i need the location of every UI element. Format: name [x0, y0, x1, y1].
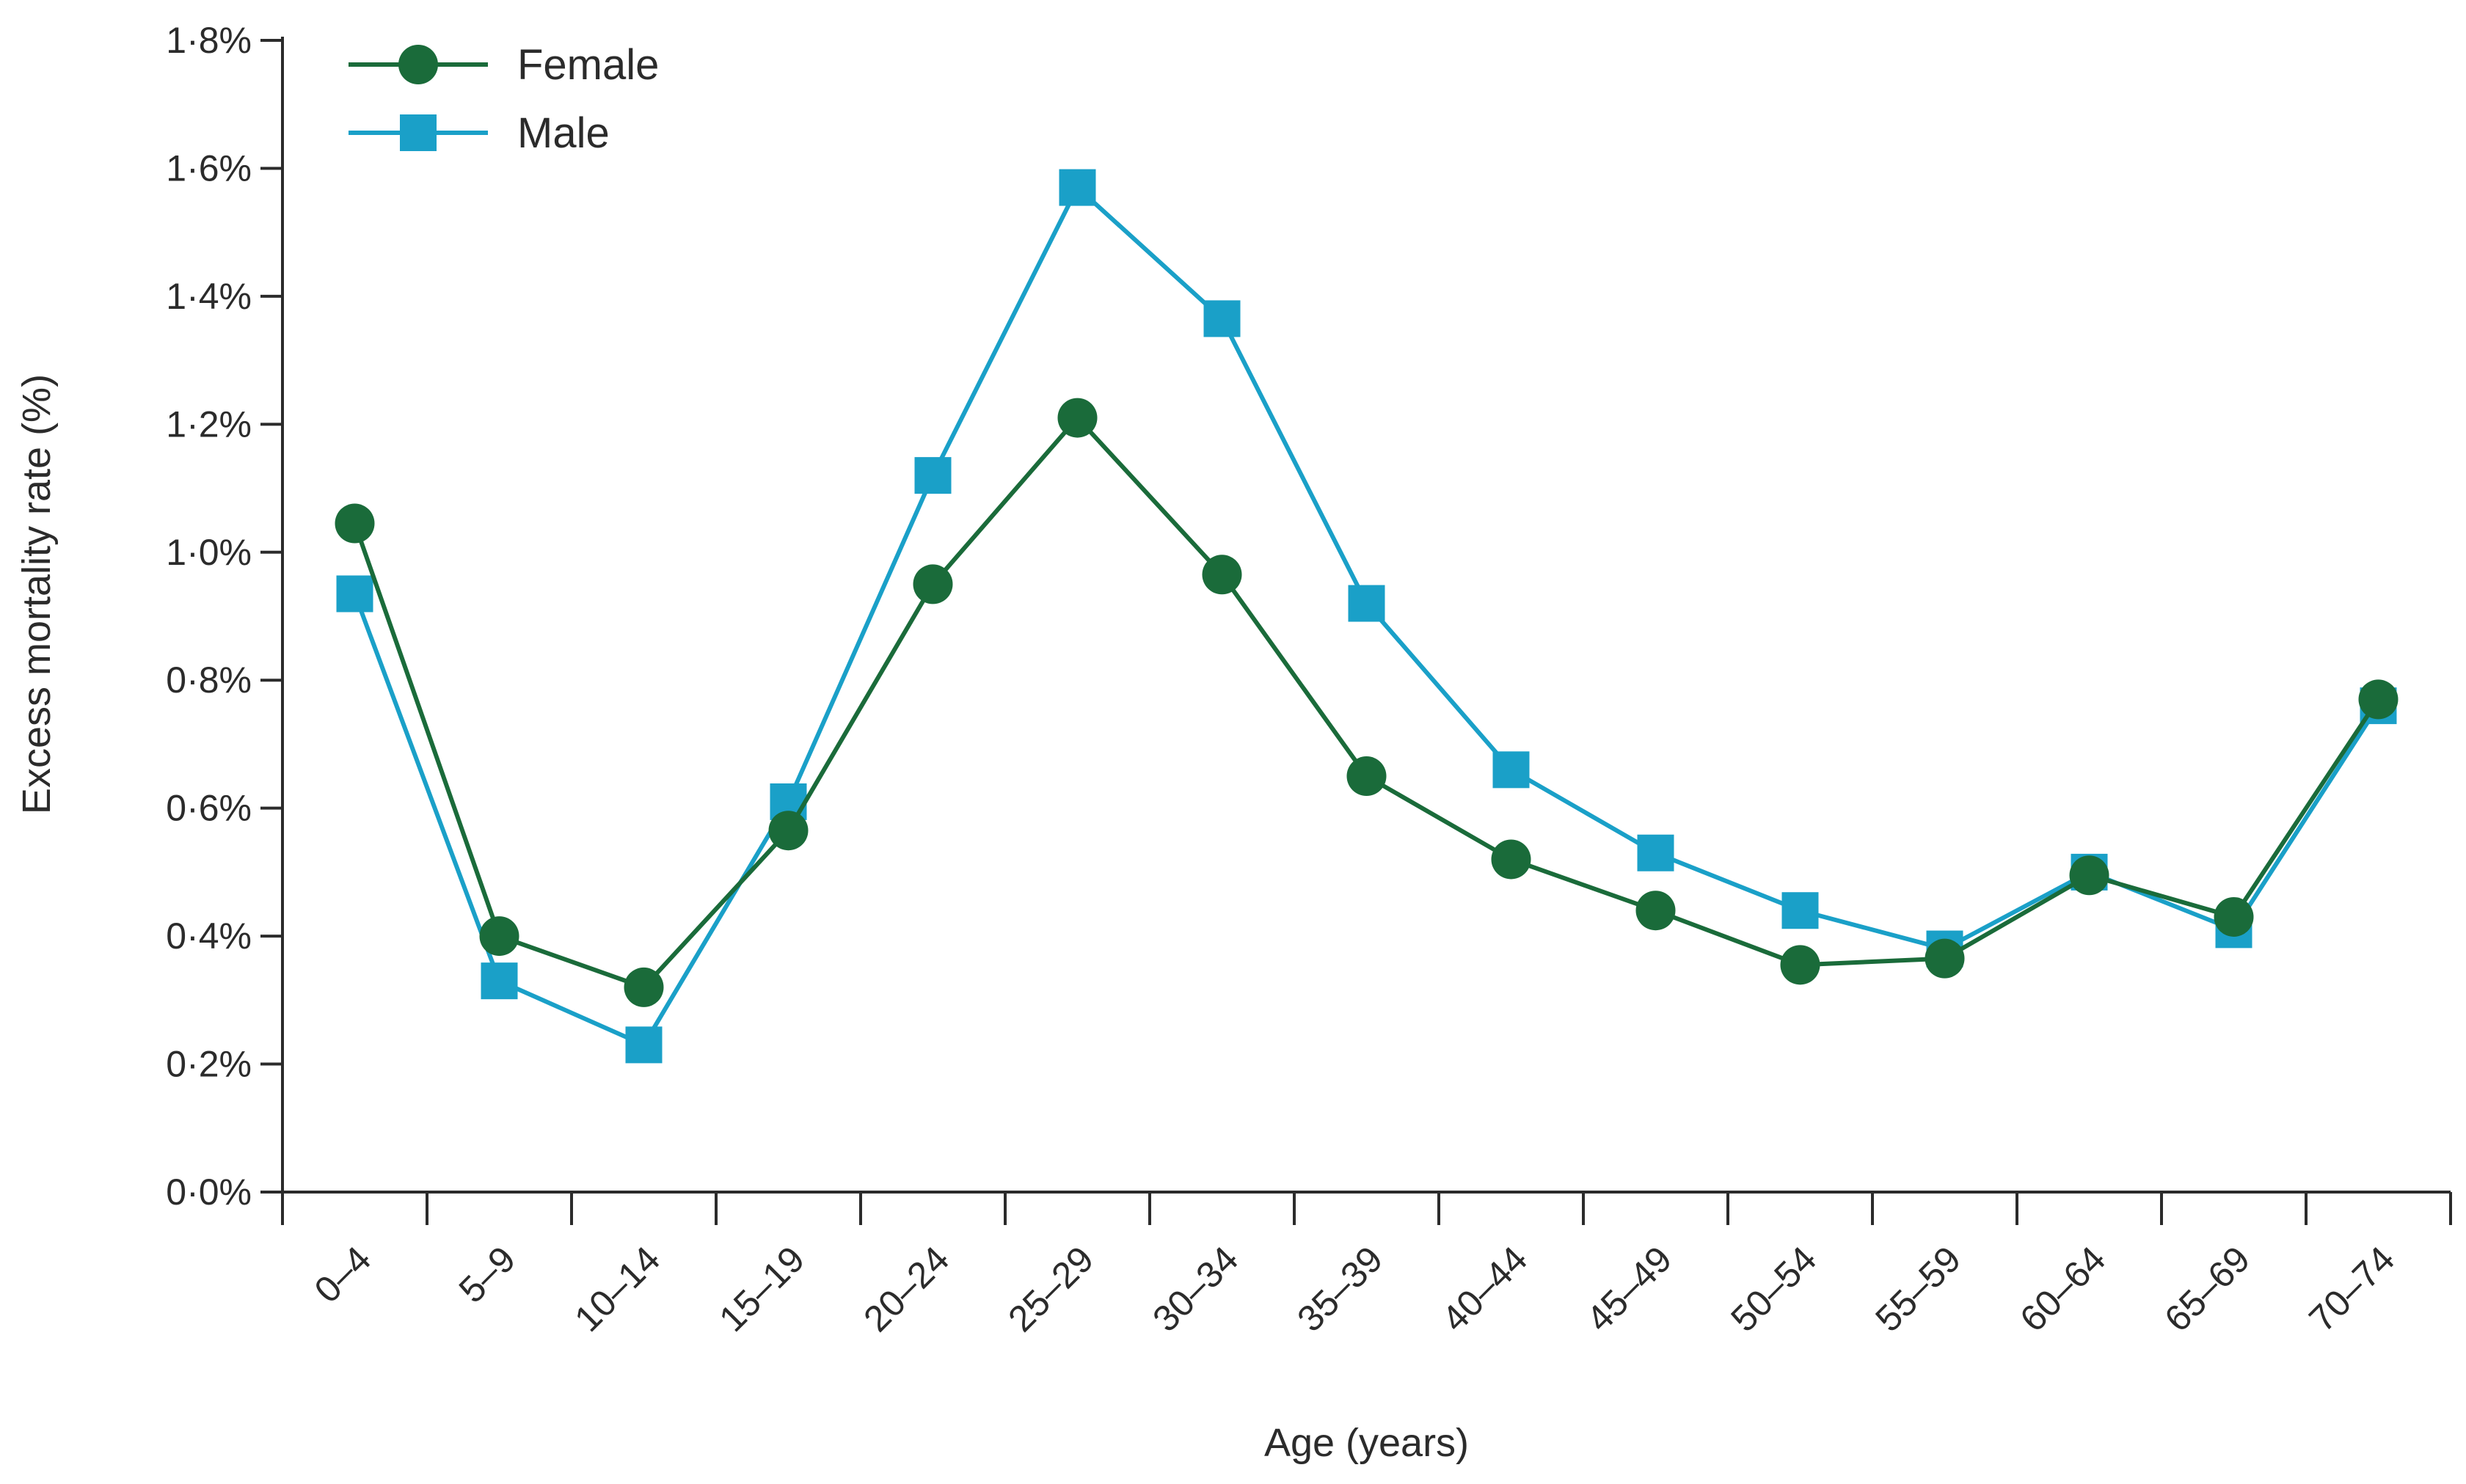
data-point	[1637, 834, 1674, 871]
y-tick-label: 0·8%	[166, 659, 252, 701]
x-tick-label: 5–9	[451, 1238, 524, 1311]
data-point	[1781, 892, 1819, 929]
x-tick-label: 70–74	[2301, 1238, 2402, 1339]
x-tick-label: 20–24	[856, 1238, 957, 1339]
data-point	[335, 503, 375, 544]
data-point	[1348, 585, 1385, 622]
x-tick-label: 40–44	[1434, 1238, 1535, 1339]
data-point	[1346, 756, 1387, 797]
y-tick-label: 0·4%	[166, 915, 252, 957]
x-tick-label: 55–59	[1867, 1238, 1969, 1339]
legend: Female Male	[349, 41, 659, 157]
y-tick-label: 0·0%	[166, 1172, 252, 1213]
data-point	[1635, 891, 1676, 931]
data-point	[625, 1026, 663, 1064]
data-point	[1203, 300, 1241, 337]
data-point	[914, 457, 952, 494]
data-point	[1059, 169, 1096, 206]
data-point	[1202, 555, 1242, 595]
data-point	[1057, 398, 1098, 438]
x-axis-title: Age (years)	[1264, 1421, 1469, 1465]
data-point	[2358, 679, 2398, 720]
x-tick-label: 60–64	[2012, 1238, 2113, 1339]
data-point	[336, 575, 373, 613]
x-axis: 0–4 5–9 10–14 15–19 20–24 25–29 30–34 35–39 40–4…	[281, 1191, 2452, 1339]
data-point	[479, 916, 519, 957]
data-point	[481, 962, 518, 1000]
legend-label: Male	[517, 109, 610, 157]
y-tick-label: 1·0%	[166, 532, 252, 573]
x-tick-label: 50–54	[1723, 1238, 1824, 1339]
y-tick-label: 1·6%	[166, 147, 252, 189]
data-point	[624, 967, 664, 1007]
data-point	[2214, 896, 2254, 937]
y-tick-label: 0·6%	[166, 788, 252, 829]
y-tick-label: 1·2%	[166, 403, 252, 445]
x-tick-label: 0–4	[307, 1238, 379, 1311]
x-tick-label: 15–19	[711, 1238, 812, 1339]
series-male	[336, 169, 2397, 1064]
x-tick-label: 30–34	[1145, 1238, 1246, 1339]
data-point	[1491, 839, 1531, 880]
plot-area	[335, 169, 2398, 1064]
data-point	[913, 564, 953, 604]
x-tick-label: 10–14	[566, 1238, 668, 1339]
data-point	[2069, 855, 2109, 896]
x-tick-label: 35–39	[1289, 1238, 1390, 1339]
data-point	[768, 811, 809, 851]
y-axis: 0·0% 0·2% 0·4% 0·6% 0·8% 1·0% 1·2% 1·4% 1·6% 1·8%	[166, 20, 284, 1213]
x-tick-label: 25–29	[1000, 1238, 1101, 1339]
data-point	[1492, 751, 1530, 789]
x-tick-label: 45–49	[1578, 1238, 1679, 1339]
y-axis-title: Excess mortality rate (%)	[15, 374, 59, 814]
legend-marker	[400, 114, 437, 151]
legend-item-male: Male	[349, 109, 610, 157]
y-tick-label: 1·4%	[166, 276, 252, 317]
series-line	[352, 415, 2380, 990]
legend-item-female: Female	[349, 41, 659, 89]
data-point	[1780, 945, 1820, 985]
series-female	[335, 398, 2398, 1007]
y-tick-label: 0·2%	[166, 1044, 252, 1085]
y-tick-label: 1·8%	[166, 20, 252, 61]
legend-marker	[398, 45, 438, 84]
data-point	[1925, 938, 1965, 979]
x-tick-label: 65–69	[2156, 1238, 2258, 1339]
legend-label: Female	[517, 41, 659, 89]
